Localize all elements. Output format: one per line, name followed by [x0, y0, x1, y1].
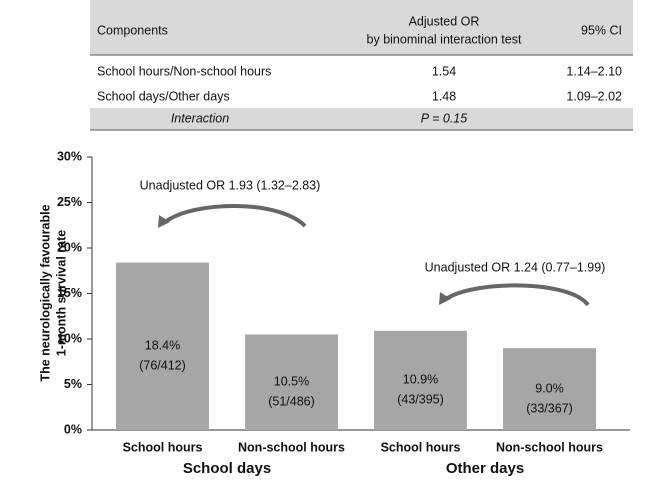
data-label: (33/367) [526, 401, 573, 415]
x-tick-label: School hours [123, 440, 203, 454]
table-header: Adjusted OR [409, 14, 480, 28]
annotation: Unadjusted OR 1.24 (0.77–1.99) [425, 260, 606, 274]
annotation: Unadjusted OR 1.93 (1.32–2.83) [140, 178, 321, 192]
group-label: School days [183, 460, 271, 477]
data-label: (43/395) [397, 393, 444, 407]
bar [116, 262, 209, 430]
arrow [163, 203, 307, 228]
arrowhead [439, 292, 451, 305]
data-label: (76/412) [139, 359, 186, 373]
arrowhead [158, 215, 170, 228]
table-cell: 1.09–2.02 [566, 89, 622, 103]
bar [245, 334, 338, 430]
y-axis-label: The neurologically favourable [38, 204, 52, 381]
y-axis-label: 1-month survival rate [54, 230, 68, 356]
table-cell: 1.14–2.10 [566, 64, 622, 78]
y-tick-label: 10% [57, 331, 82, 345]
data-label: 18.4% [145, 339, 180, 353]
table-cell: P = 0.15 [421, 111, 467, 125]
bar [503, 348, 596, 430]
table-header-bg [90, 0, 633, 55]
y-tick-label: 20% [57, 240, 82, 254]
table-interaction-bg [90, 108, 633, 130]
y-tick-label: 0% [64, 422, 82, 436]
bar [374, 330, 467, 430]
y-tick-label: 30% [57, 149, 82, 163]
data-label: 10.5% [274, 375, 309, 389]
y-tick-label: 15% [57, 286, 82, 300]
x-tick-label: Non-school hours [496, 440, 603, 454]
table-cell: School hours/Non-school hours [97, 64, 271, 78]
table-cell: Interaction [171, 111, 229, 125]
table-cell: 1.48 [432, 89, 456, 103]
data-label: (51/486) [268, 395, 315, 409]
table-cell: School days/Other days [97, 89, 230, 103]
table-header: by binominal interaction test [367, 32, 522, 46]
data-label: 9.0% [535, 381, 564, 395]
table-header: 95% CI [581, 23, 622, 37]
data-label: 10.9% [403, 373, 438, 387]
group-label: Other days [446, 460, 524, 477]
x-tick-label: Non-school hours [238, 440, 345, 454]
y-tick-label: 25% [57, 195, 82, 209]
arrow [444, 283, 590, 307]
table-cell: 1.54 [432, 64, 456, 78]
x-tick-label: School hours [381, 440, 461, 454]
y-tick-label: 5% [64, 377, 82, 391]
table-header: Components [97, 23, 168, 37]
